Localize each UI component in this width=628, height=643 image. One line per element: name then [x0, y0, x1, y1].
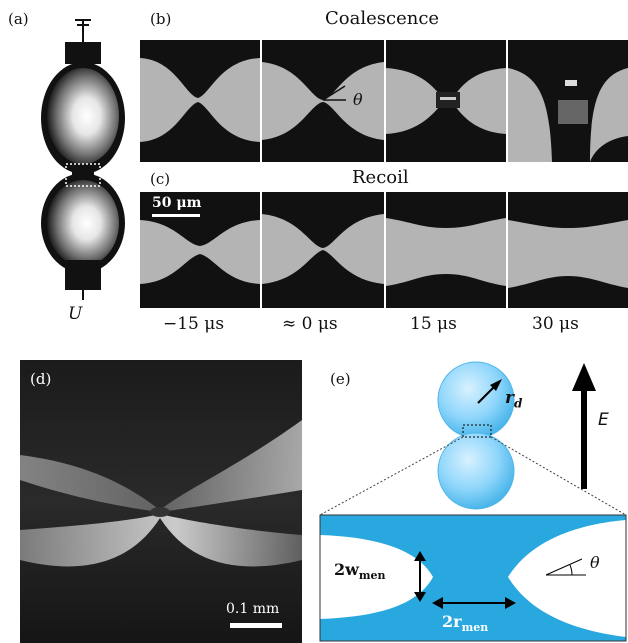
- panel-d-image: [20, 360, 302, 643]
- meniscus-width-subscript: men: [358, 569, 386, 583]
- panel-e-label: (e): [330, 370, 351, 388]
- voltage-label: U: [68, 304, 83, 324]
- time-label-4: 30 μs: [532, 314, 579, 334]
- panel-a-droplets: [41, 19, 125, 300]
- panel-b-label: (b): [150, 10, 172, 28]
- droplet-radius-label: rd: [505, 388, 522, 410]
- droplet-radius-symbol: r: [505, 388, 514, 408]
- contact-angle-symbol: θ: [353, 90, 363, 109]
- panel-d-scale-bar-label: 0.1 mm: [226, 601, 280, 617]
- panel-d-label: (d): [30, 370, 52, 388]
- recoil-frames: [140, 192, 628, 308]
- meniscus-neck-subscript: men: [461, 621, 489, 635]
- panel-a-label: (a): [8, 10, 29, 28]
- droplet-radius-subscript: d: [513, 396, 523, 411]
- meniscus-neck-label: 2rmen: [442, 612, 488, 634]
- electric-field-label: E: [598, 410, 609, 430]
- meniscus-neck-symbol: 2r: [442, 612, 462, 631]
- panel-c-label: (c): [150, 170, 171, 188]
- time-label-2: ≈ 0 μs: [282, 314, 338, 334]
- recoil-scale-bar-label: 50 μm: [152, 195, 202, 211]
- meniscus-width-label: 2wmen: [334, 560, 386, 582]
- meniscus-angle-symbol: θ: [590, 553, 600, 572]
- meniscus-width-symbol: 2w: [334, 560, 359, 579]
- coalescence-title: Coalescence: [325, 8, 440, 29]
- recoil-title: Recoil: [352, 167, 409, 188]
- coalescence-frames: [140, 40, 628, 162]
- time-label-3: 15 μs: [410, 314, 457, 334]
- time-label-1: −15 μs: [163, 314, 225, 334]
- panel-e-schematic: [319, 361, 627, 642]
